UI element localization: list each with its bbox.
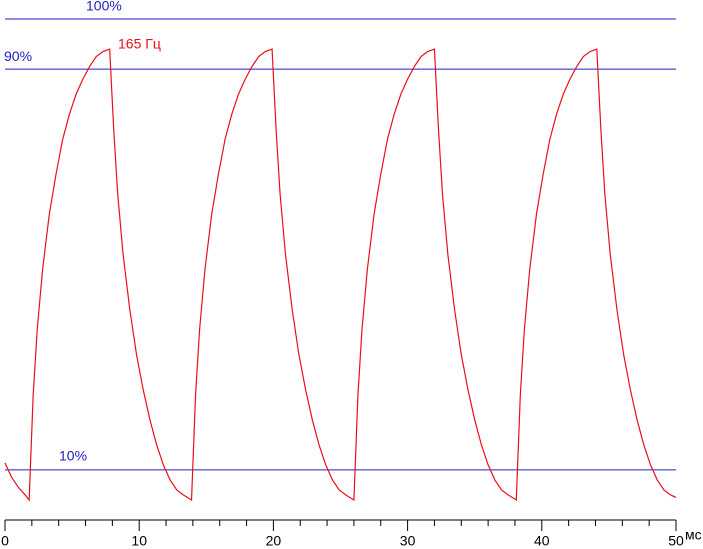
series-line [4, 48, 677, 502]
y-tick-label: 100% [86, 0, 122, 14]
x-unit-label: мс [685, 527, 702, 543]
x-tick-label: 0 [1, 533, 9, 549]
x-tick-label: 20 [266, 533, 282, 549]
x-tick-label: 10 [131, 533, 147, 549]
x-tick-label: 50 [668, 533, 684, 549]
y-tick-label: 10% [59, 448, 87, 464]
series-label: 165 Гц [118, 36, 161, 52]
x-tick-label: 40 [534, 533, 550, 549]
x-tick-label: 30 [400, 533, 416, 549]
y-tick-label: 90% [4, 48, 32, 64]
